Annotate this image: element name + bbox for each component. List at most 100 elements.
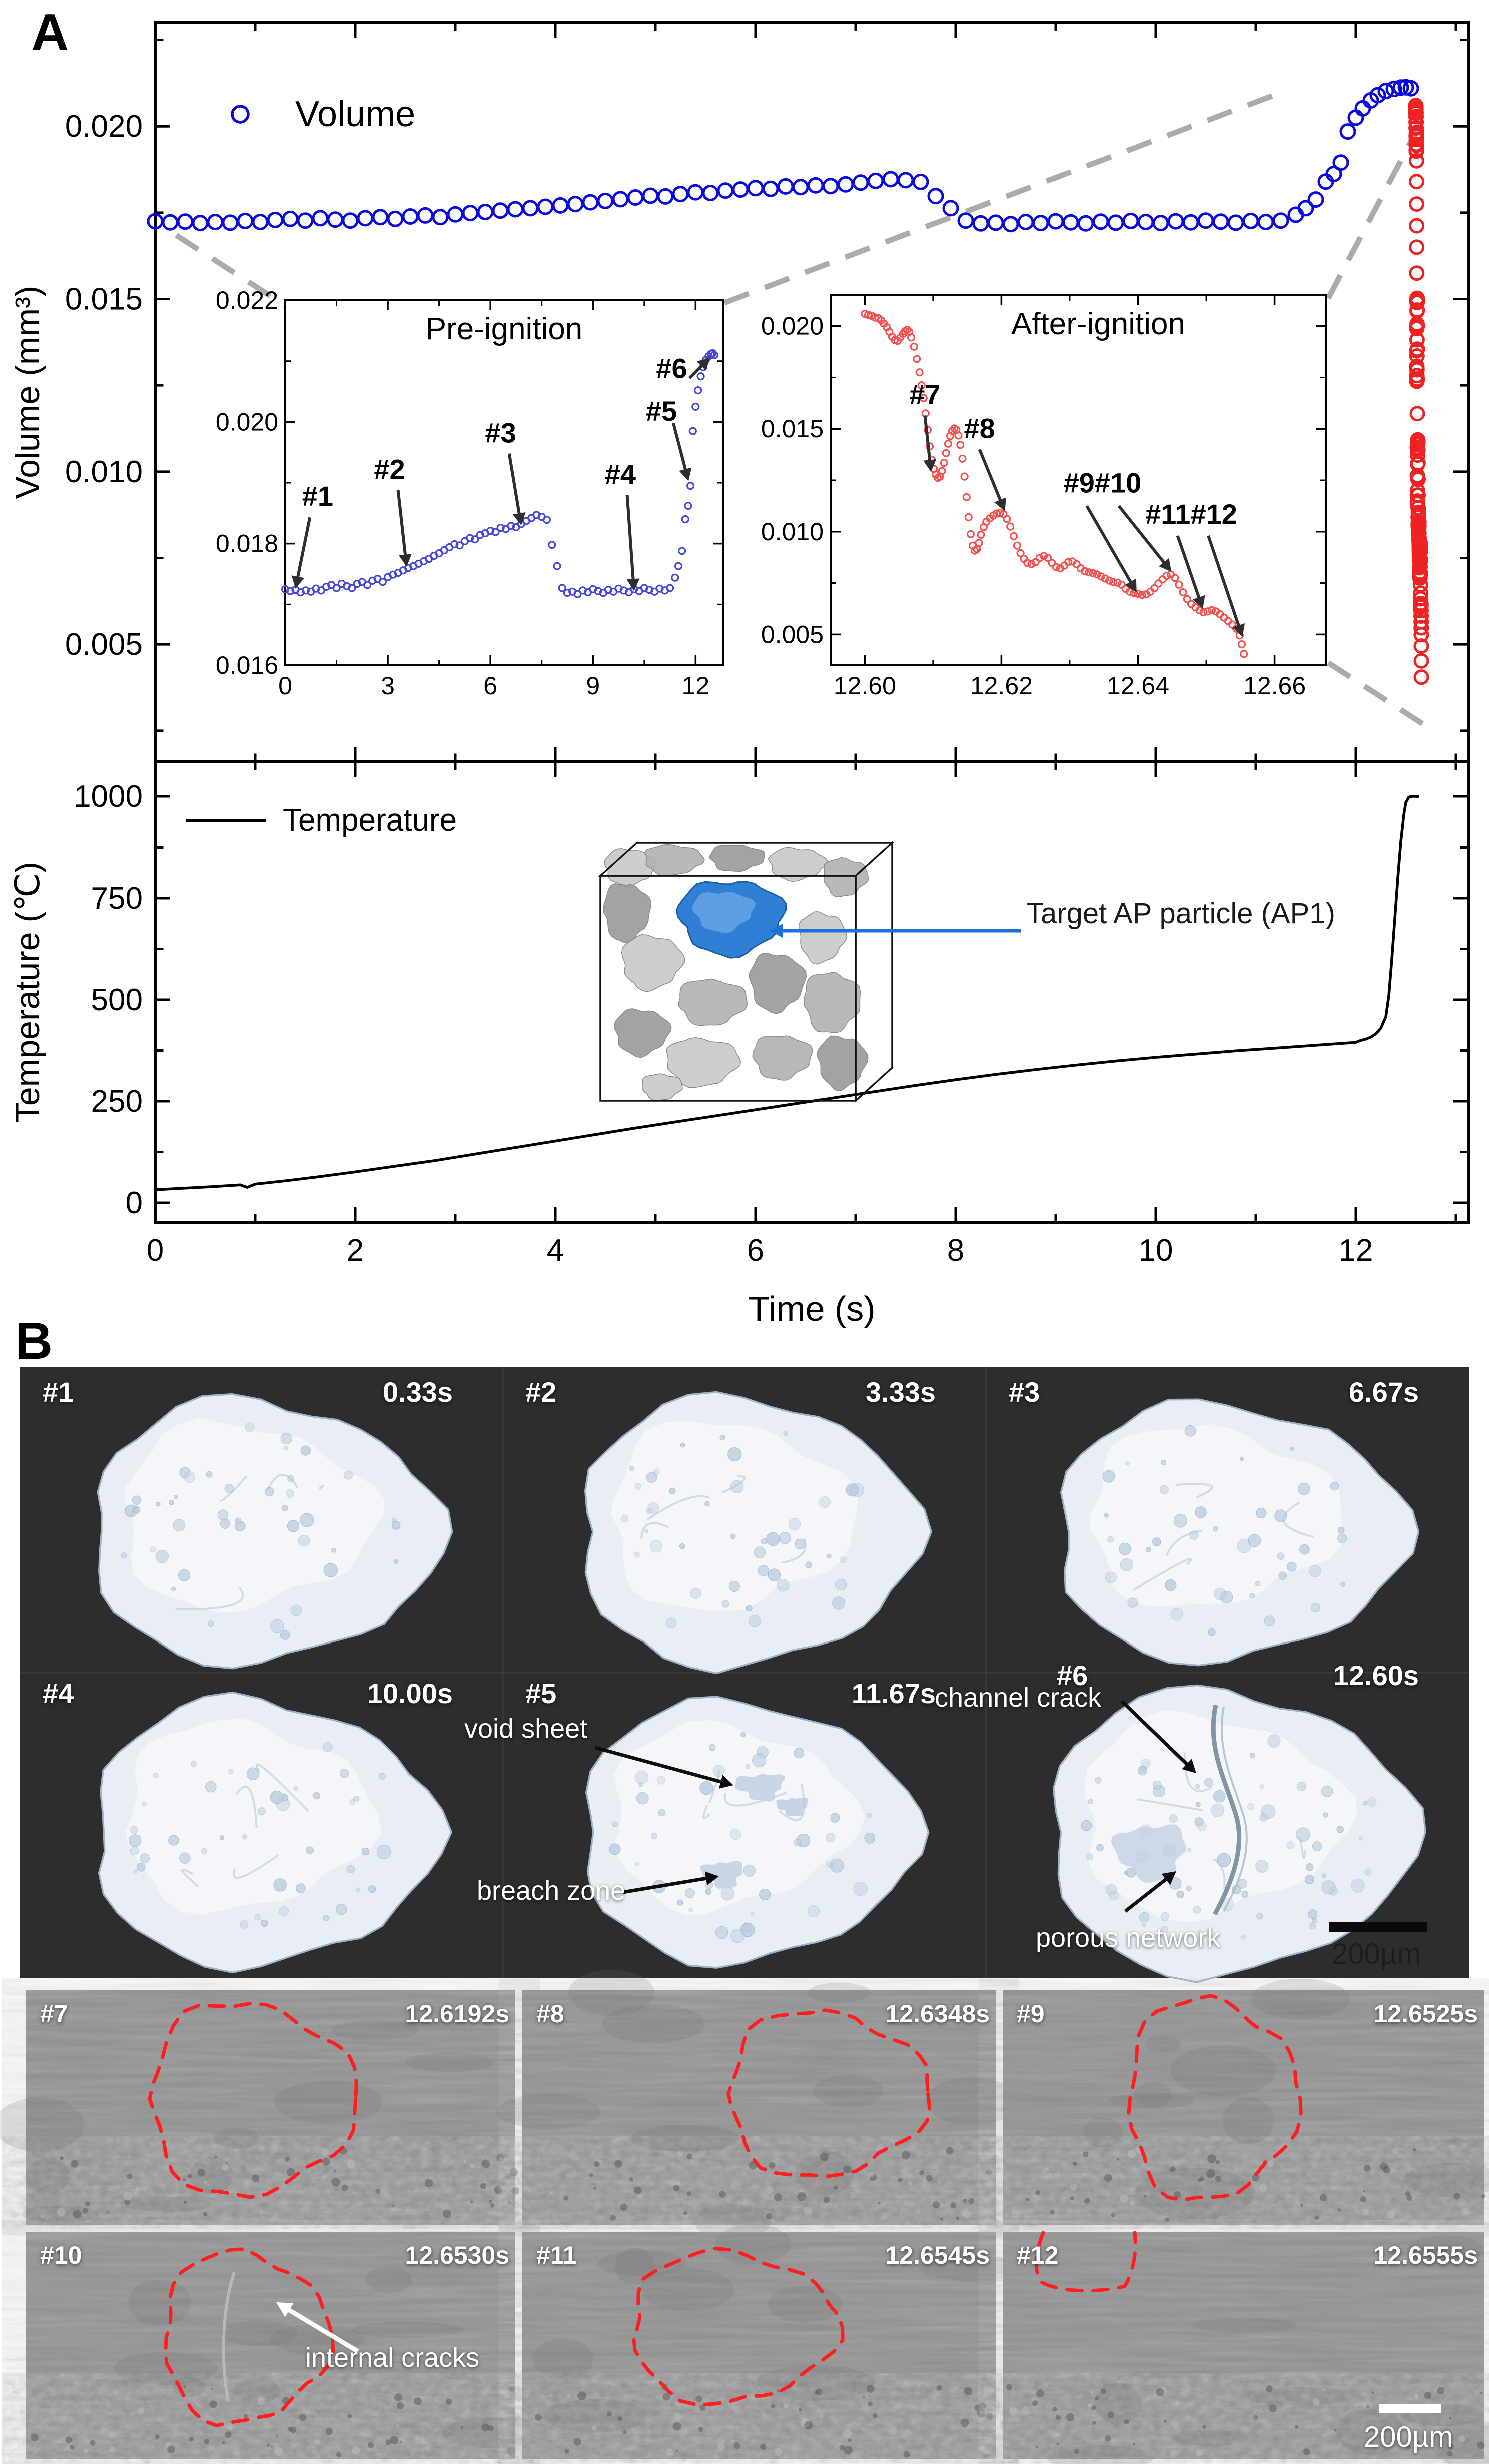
svg-text:0.016: 0.016 [216, 651, 278, 679]
channel-crack-label: channel crack [935, 1683, 1102, 1713]
axis-ticks [154, 23, 1468, 762]
svg-text:6: 6 [747, 1233, 764, 1268]
svg-text:#8: #8 [964, 413, 995, 444]
arrow [978, 449, 1007, 511]
panel-a-charts: 0.005 0.010 0.015 0.020 Volume (mm³) 0 250 500 7… [9, 21, 1470, 1328]
panel-b-label: B [15, 1312, 53, 1370]
svg-text:9: 9 [586, 672, 600, 700]
svg-text:8: 8 [947, 1233, 964, 1268]
tile3d-3-id: #3 [1009, 1376, 1040, 1408]
tile3d-1-id: #1 [43, 1376, 74, 1408]
ct-tile-12 [1003, 2232, 1489, 2464]
arrow [507, 453, 526, 526]
svg-text:0.018: 0.018 [216, 530, 278, 558]
ct-7-time: 12.6192s [405, 2000, 509, 2028]
svg-text:2: 2 [347, 1233, 364, 1268]
svg-text:0: 0 [147, 1233, 164, 1268]
ct-slice-grid [0, 1970, 1489, 2464]
svg-text:12: 12 [682, 672, 710, 700]
sample-3d-inset: Target AP particle (AP1) [598, 841, 1335, 1103]
svg-text:250: 250 [91, 1084, 143, 1119]
ct-10-id: #10 [40, 2241, 82, 2269]
svg-text:#11#12: #11#12 [1145, 498, 1237, 530]
svg-text:12: 12 [1339, 1233, 1373, 1268]
arrow [1124, 1871, 1176, 1913]
scalebar-ct-label: 200µm [1364, 2421, 1453, 2453]
ct-11-time: 12.6545s [885, 2241, 990, 2269]
arrow [1117, 505, 1172, 572]
arrow [688, 357, 710, 379]
svg-text:12.64: 12.64 [1107, 672, 1169, 700]
ct-tile-10 [26, 2232, 544, 2459]
svg-text:0.010: 0.010 [65, 455, 143, 489]
svg-text:0.005: 0.005 [761, 620, 824, 648]
svg-text:750: 750 [91, 881, 143, 916]
particle-outline [726, 2008, 932, 2179]
ct-tile-11 [522, 2224, 1027, 2459]
panel-a-label: A [31, 4, 69, 62]
svg-text:#3: #3 [485, 417, 516, 449]
svg-text:12.62: 12.62 [970, 672, 1033, 700]
particle-outline [148, 2001, 358, 2199]
arrow [671, 423, 692, 481]
scalebar-3d-label: 200µm [1332, 1938, 1421, 1970]
particle-outline-partial [1034, 2231, 1137, 2293]
inset-connector-lines [175, 90, 1425, 727]
svg-text:12.66: 12.66 [1243, 672, 1306, 700]
temperature-curve [155, 795, 1419, 1191]
svg-text:500: 500 [91, 983, 143, 1017]
svg-text:0: 0 [126, 1186, 143, 1220]
ct-9-id: #9 [1017, 2000, 1045, 2028]
inset-ticks-after [831, 295, 1326, 665]
ct-9-time: 12.6525s [1373, 2000, 1478, 2028]
arrow [923, 415, 937, 472]
ct-8-time: 12.6348s [885, 2000, 990, 2028]
svg-text:1000: 1000 [74, 779, 143, 814]
svg-text:#6: #6 [656, 353, 687, 384]
svg-text:Pre-ignition: Pre-ignition [426, 312, 583, 346]
svg-text:Temperature: Temperature [283, 803, 457, 838]
svg-text:0.020: 0.020 [216, 408, 278, 436]
arrow [622, 1871, 719, 1894]
scatter-series [147, 79, 1419, 233]
tile3d-2-id: #2 [525, 1376, 557, 1408]
scatter-series [1408, 98, 1429, 685]
render-3d-grid [20, 1367, 1469, 1983]
tile3d-6-time: 12.60s [1333, 1660, 1419, 1691]
ct-tile-8 [496, 1970, 1020, 2240]
particle-outline [632, 2246, 845, 2407]
tile3d-4-time: 10.00s [367, 1678, 453, 1709]
svg-text:#5: #5 [646, 395, 677, 427]
tile3d-6-id: #6 [1057, 1660, 1088, 1691]
svg-text:0.015: 0.015 [761, 415, 824, 443]
arrow [291, 517, 312, 589]
internal-crack-line [222, 2272, 236, 2402]
svg-text:0.015: 0.015 [65, 282, 143, 317]
svg-text:After-ignition: After-ignition [1011, 307, 1185, 341]
particle-outline [1127, 1994, 1303, 2202]
svg-text:0.020: 0.020 [65, 109, 143, 144]
svg-text:#4: #4 [605, 458, 636, 490]
svg-text:0.010: 0.010 [761, 518, 824, 546]
svg-text:0.022: 0.022 [216, 286, 278, 314]
arrow [1120, 1700, 1196, 1773]
arrow [276, 2302, 359, 2353]
svg-text:Volume (mm³): Volume (mm³) [9, 286, 47, 499]
void-sheet-patches [700, 1774, 809, 1889]
ct-tile-9 [1003, 1979, 1489, 2225]
tile3d-5-id: #5 [525, 1678, 557, 1709]
tile3d-4-id: #4 [43, 1678, 74, 1709]
inset-frame-after [830, 294, 1327, 666]
svg-text:#9#10: #9#10 [1064, 467, 1142, 499]
svg-text:0.020: 0.020 [761, 312, 824, 340]
svg-text:0: 0 [278, 672, 292, 700]
arrow [770, 923, 1021, 938]
particle-render-4 [98, 1691, 453, 1974]
tile3d-3-time: 6.67s [1348, 1376, 1419, 1408]
svg-text:#7: #7 [909, 379, 940, 410]
ct-12-id: #12 [1017, 2241, 1059, 2269]
arrow [595, 1746, 733, 1789]
arrow [625, 495, 640, 591]
